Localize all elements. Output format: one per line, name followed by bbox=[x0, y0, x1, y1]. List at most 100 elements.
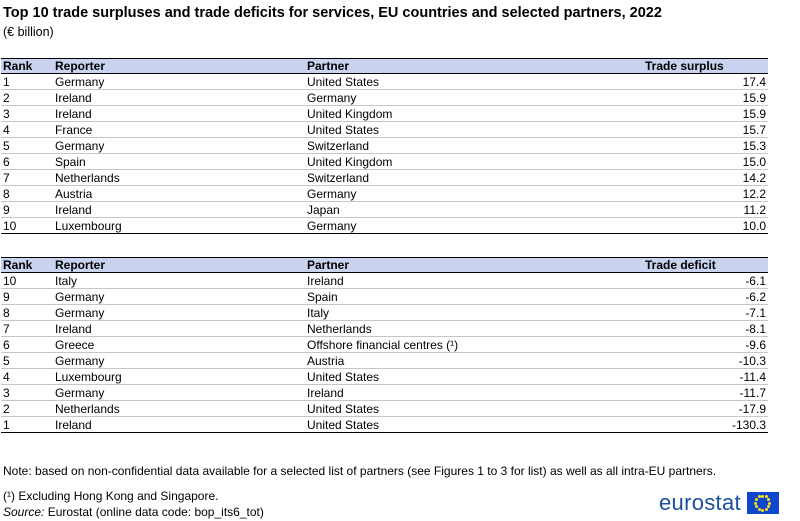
header-partner: Partner bbox=[305, 59, 607, 74]
value-cell: -7.1 bbox=[607, 305, 768, 321]
rank-cell: 2 bbox=[1, 401, 53, 417]
partner-cell: Italy bbox=[305, 305, 607, 321]
reporter-cell: France bbox=[53, 122, 305, 138]
table-row: 6 Spain United Kingdom 15.0 bbox=[1, 154, 768, 170]
rank-cell: 4 bbox=[1, 122, 53, 138]
value-cell: -9.6 bbox=[607, 337, 768, 353]
value-cell: 14.2 bbox=[607, 170, 768, 186]
reporter-cell: Greece bbox=[53, 337, 305, 353]
reporter-cell: Austria bbox=[53, 186, 305, 202]
flag-star bbox=[765, 508, 768, 511]
note-text: Note: based on non-confidential data ava… bbox=[3, 464, 716, 478]
table-row: 10 Italy Ireland -6.1 bbox=[1, 273, 768, 289]
flag-star bbox=[767, 505, 770, 508]
partner-cell: United States bbox=[305, 122, 607, 138]
reporter-cell: Germany bbox=[53, 289, 305, 305]
partner-cell: United States bbox=[305, 401, 607, 417]
deficit-table-body: 10 Italy Ireland -6.1 9 Germany Spain -6.2 8 Germ… bbox=[1, 273, 768, 433]
footnote-text: (¹) Excluding Hong Kong and Singapore. bbox=[3, 489, 218, 503]
table-row: 1 Germany United States 17.4 bbox=[1, 74, 768, 90]
partner-cell: Switzerland bbox=[305, 138, 607, 154]
source-line: Source: Eurostat (online data code: bop_… bbox=[3, 505, 264, 519]
rank-cell: 7 bbox=[1, 170, 53, 186]
rank-cell: 1 bbox=[1, 417, 53, 433]
partner-cell: Ireland bbox=[305, 273, 607, 289]
table-row: 4 France United States 15.7 bbox=[1, 122, 768, 138]
deficit-table: Rank Reporter Partner Trade deficit 10 It… bbox=[1, 257, 768, 433]
reporter-cell: Luxembourg bbox=[53, 218, 305, 234]
value-cell: 10.0 bbox=[607, 218, 768, 234]
value-cell: -130.3 bbox=[607, 417, 768, 433]
reporter-cell: Germany bbox=[53, 74, 305, 90]
table-row: 2 Ireland Germany 15.9 bbox=[1, 90, 768, 106]
header-partner: Partner bbox=[305, 258, 607, 273]
logo-wordmark: eurostat bbox=[659, 490, 741, 516]
partner-cell: United States bbox=[305, 417, 607, 433]
value-cell: -10.3 bbox=[607, 353, 768, 369]
reporter-cell: Netherlands bbox=[53, 170, 305, 186]
flag-star bbox=[755, 498, 758, 501]
value-cell: -11.4 bbox=[607, 369, 768, 385]
reporter-cell: Germany bbox=[53, 305, 305, 321]
flag-star bbox=[758, 508, 761, 511]
rank-cell: 6 bbox=[1, 337, 53, 353]
value-cell: 12.2 bbox=[607, 186, 768, 202]
value-cell: 15.9 bbox=[607, 90, 768, 106]
surplus-table: Rank Reporter Partner Trade surplus 1 Ger… bbox=[1, 58, 768, 234]
rank-cell: 5 bbox=[1, 138, 53, 154]
partner-cell: Germany bbox=[305, 218, 607, 234]
reporter-cell: Ireland bbox=[53, 106, 305, 122]
partner-cell: United Kingdom bbox=[305, 154, 607, 170]
rank-cell: 5 bbox=[1, 353, 53, 369]
rank-cell: 9 bbox=[1, 289, 53, 305]
header-reporter: Reporter bbox=[53, 258, 305, 273]
rank-cell: 1 bbox=[1, 74, 53, 90]
header-reporter: Reporter bbox=[53, 59, 305, 74]
reporter-cell: Netherlands bbox=[53, 401, 305, 417]
table-row: 5 Germany Switzerland 15.3 bbox=[1, 138, 768, 154]
rank-cell: 8 bbox=[1, 305, 53, 321]
table-row: 9 Ireland Japan 11.2 bbox=[1, 202, 768, 218]
partner-cell: Germany bbox=[305, 186, 607, 202]
table-row: 7 Netherlands Switzerland 14.2 bbox=[1, 170, 768, 186]
rank-cell: 7 bbox=[1, 321, 53, 337]
table-row: 10 Luxembourg Germany 10.0 bbox=[1, 218, 768, 234]
rank-cell: 6 bbox=[1, 154, 53, 170]
table-row: 3 Ireland United Kingdom 15.9 bbox=[1, 106, 768, 122]
rank-cell: 3 bbox=[1, 106, 53, 122]
partner-cell: United Kingdom bbox=[305, 106, 607, 122]
partner-cell: Germany bbox=[305, 90, 607, 106]
reporter-cell: Spain bbox=[53, 154, 305, 170]
reporter-cell: Germany bbox=[53, 353, 305, 369]
rank-cell: 10 bbox=[1, 218, 53, 234]
rank-cell: 4 bbox=[1, 369, 53, 385]
table-row: 6 Greece Offshore financial centres (¹) -9.… bbox=[1, 337, 768, 353]
table-row: 8 Germany Italy -7.1 bbox=[1, 305, 768, 321]
flag-star bbox=[761, 495, 764, 498]
table-row: 1 Ireland United States -130.3 bbox=[1, 417, 768, 433]
surplus-table-body: 1 Germany United States 17.4 2 Ireland Germany… bbox=[1, 74, 768, 234]
partner-cell: United States bbox=[305, 74, 607, 90]
flag-star bbox=[767, 498, 770, 501]
table-row: 9 Germany Spain -6.2 bbox=[1, 289, 768, 305]
flag-star bbox=[761, 509, 764, 512]
value-cell: -8.1 bbox=[607, 321, 768, 337]
reporter-cell: Germany bbox=[53, 138, 305, 154]
value-cell: 15.9 bbox=[607, 106, 768, 122]
reporter-cell: Germany bbox=[53, 385, 305, 401]
deficit-header-row: Rank Reporter Partner Trade deficit bbox=[1, 258, 768, 273]
partner-cell: Spain bbox=[305, 289, 607, 305]
rank-cell: 2 bbox=[1, 90, 53, 106]
value-cell: 17.4 bbox=[607, 74, 768, 90]
partner-cell: Ireland bbox=[305, 385, 607, 401]
table-row: 8 Austria Germany 12.2 bbox=[1, 186, 768, 202]
page-title: Top 10 trade surpluses and trade deficit… bbox=[3, 5, 662, 21]
rank-cell: 10 bbox=[1, 273, 53, 289]
reporter-cell: Ireland bbox=[53, 202, 305, 218]
value-cell: 15.0 bbox=[607, 154, 768, 170]
partner-cell: United States bbox=[305, 369, 607, 385]
partner-cell: Austria bbox=[305, 353, 607, 369]
reporter-cell: Luxembourg bbox=[53, 369, 305, 385]
value-cell: -17.9 bbox=[607, 401, 768, 417]
